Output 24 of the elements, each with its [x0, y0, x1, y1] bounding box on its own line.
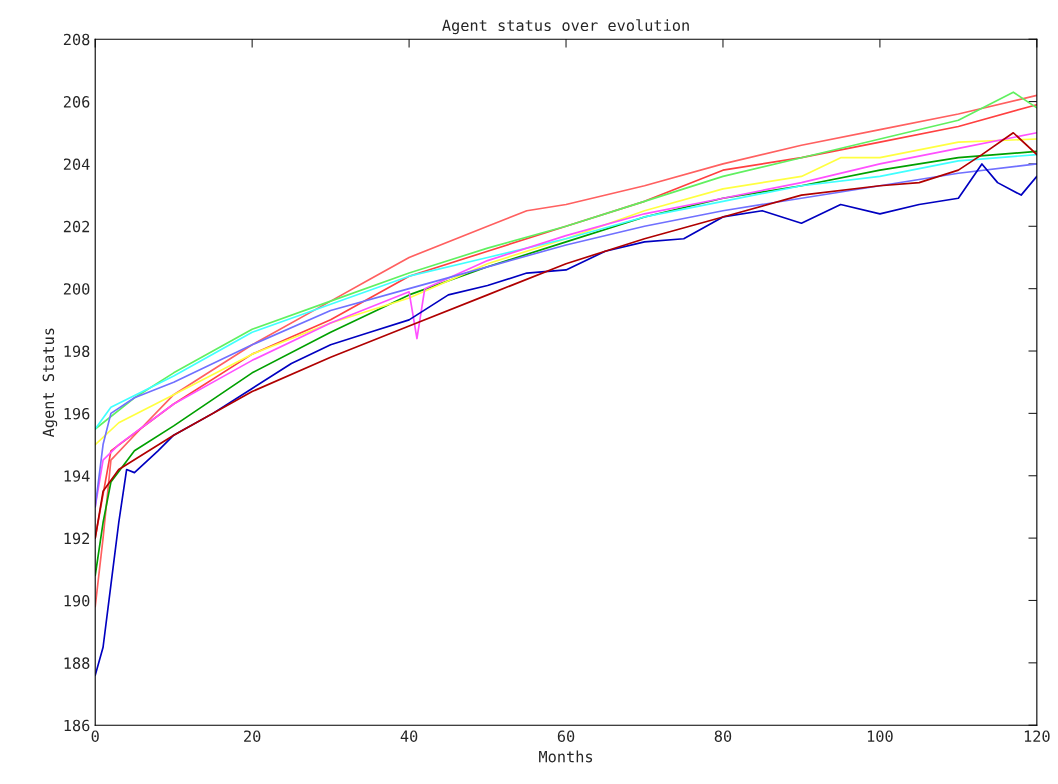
- x-tick-label: 60: [557, 730, 575, 742]
- y-tick-label: 200: [63, 283, 90, 295]
- y-tick-label: 190: [64, 594, 90, 607]
- x-axis-title: Months: [539, 750, 593, 763]
- x-tick-label: 100: [867, 730, 893, 742]
- y-tick-label: 204: [63, 158, 90, 170]
- line-series: [95, 91, 1037, 430]
- x-tick-label: 80: [714, 730, 732, 742]
- y-tick-label: 206: [63, 96, 90, 108]
- y-tick-label: 202: [63, 220, 90, 233]
- y-tick-label: 186: [64, 719, 90, 732]
- y-tick-label: 196: [64, 407, 90, 420]
- y-tick-label: 198: [64, 345, 90, 358]
- x-tick-label: 40: [400, 730, 418, 742]
- y-axis-title: Agent Status: [42, 328, 58, 438]
- chart-title: Agent status over evolution: [442, 19, 689, 35]
- x-tick-label: 120: [1024, 730, 1050, 742]
- y-tick-label: 208: [63, 33, 90, 46]
- y-tick-label: 194: [64, 470, 90, 482]
- y-tick-label: 188: [64, 657, 90, 669]
- y-tick-label: 192: [64, 532, 90, 545]
- x-tick-label: 20: [244, 730, 261, 742]
- line-series: [95, 163, 1037, 677]
- x-tick-label: 0: [91, 730, 99, 742]
